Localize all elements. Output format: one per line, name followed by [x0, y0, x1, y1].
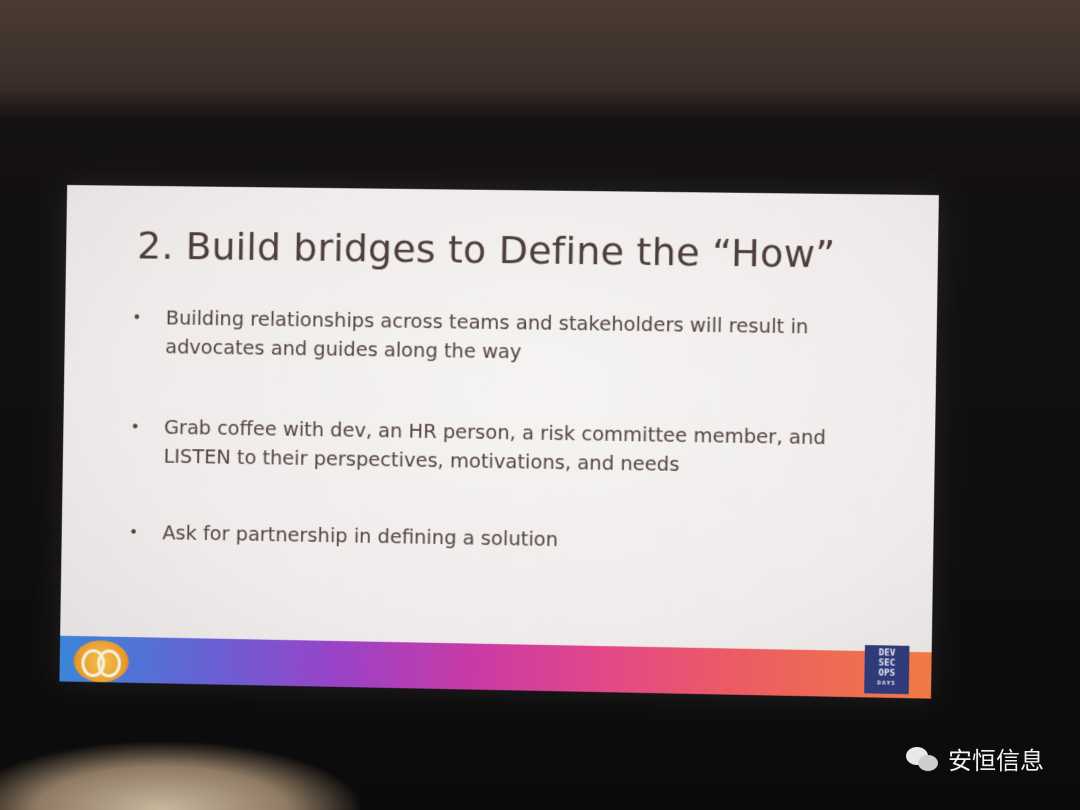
devsecops-days-logo: DEV SEC OPS DAYS [864, 645, 910, 695]
logo-ring-right [96, 649, 122, 678]
logo-line: DAYS [877, 679, 896, 687]
bullet-text: Grab coffee with dev, an HR person, a ri… [163, 415, 827, 476]
bullet-dot: • [130, 417, 140, 437]
bullet-item: • Ask for partnership in defining a solu… [129, 518, 869, 560]
conference-logo-icon [73, 639, 130, 683]
slide-title: 2. Build bridges to Define the “How” [136, 223, 836, 277]
bullet-text: Building relationships across teams and … [165, 306, 809, 364]
bullet-dot: • [128, 522, 139, 542]
watermark-text: 安恒信息 [948, 747, 1044, 775]
presentation-slide: 2. Build bridges to Define the “How” • B… [59, 184, 939, 699]
bullet-item: • Building relationships across teams an… [132, 303, 873, 371]
watermark: 安恒信息 [906, 741, 1044, 776]
wechat-icon [906, 745, 940, 773]
bullet-text: Ask for partnership in defining a soluti… [162, 521, 559, 552]
bullet-item: • Grab coffee with dev, an HR person, a … [130, 412, 871, 482]
bullet-dot: • [132, 308, 142, 328]
audience-head-silhouette [0, 742, 360, 810]
wechat-bubble-small [918, 754, 938, 771]
